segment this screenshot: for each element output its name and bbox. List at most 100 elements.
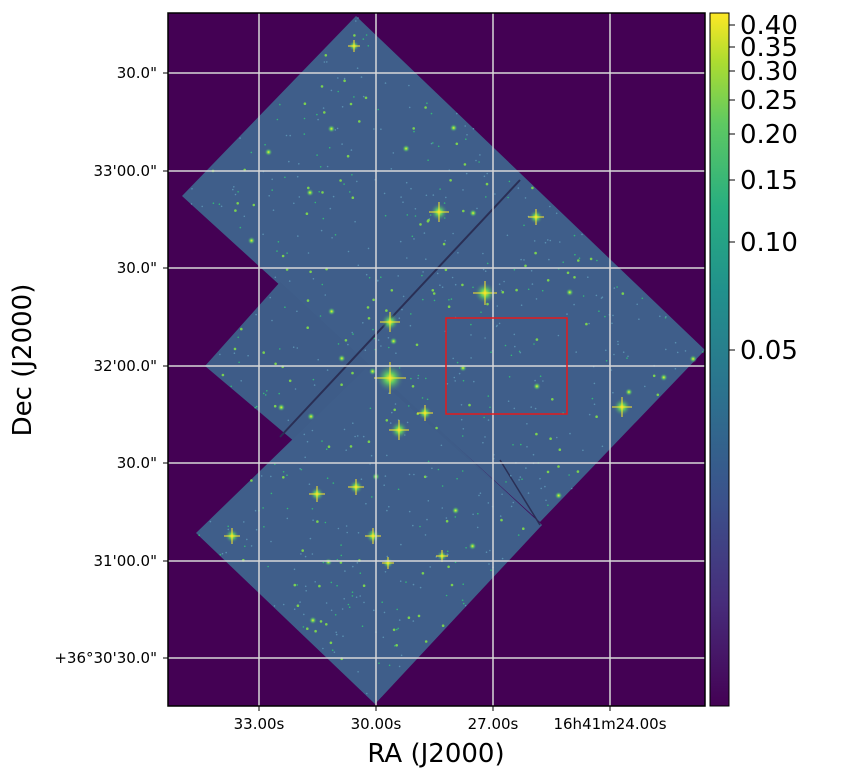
star	[356, 67, 359, 69]
star	[326, 165, 329, 168]
star	[281, 254, 285, 258]
star	[362, 38, 365, 40]
colorbar-gradient	[710, 13, 729, 706]
star	[472, 286, 474, 289]
star	[351, 595, 354, 597]
star	[457, 252, 459, 254]
star	[271, 178, 274, 181]
star	[328, 146, 331, 149]
star	[415, 343, 419, 347]
star	[303, 433, 306, 436]
star	[518, 350, 521, 353]
star	[519, 476, 522, 478]
star	[437, 468, 440, 471]
star	[271, 319, 273, 322]
star	[320, 85, 324, 88]
star	[477, 512, 479, 515]
star	[364, 96, 368, 100]
star	[566, 271, 570, 275]
star	[462, 583, 465, 585]
star	[442, 242, 446, 246]
star	[380, 345, 382, 347]
plot-frame	[167, 12, 706, 707]
star	[271, 189, 274, 191]
star	[463, 163, 467, 166]
star	[332, 195, 335, 198]
star	[344, 339, 348, 342]
star	[494, 193, 496, 195]
star	[237, 336, 239, 339]
star	[476, 207, 478, 210]
star	[485, 196, 487, 198]
star	[347, 250, 350, 253]
star	[354, 435, 356, 438]
star	[480, 311, 482, 314]
star	[390, 289, 394, 292]
star	[389, 337, 398, 346]
star	[513, 269, 516, 271]
star	[547, 504, 549, 507]
star	[433, 299, 436, 302]
star	[460, 418, 463, 421]
star	[273, 404, 277, 408]
star	[263, 526, 265, 528]
star	[454, 380, 457, 382]
star	[341, 608, 344, 610]
star	[676, 351, 679, 354]
star	[191, 188, 193, 190]
star	[482, 268, 485, 271]
star	[595, 294, 598, 297]
star	[439, 188, 441, 190]
star	[350, 149, 353, 151]
star	[329, 641, 333, 645]
star	[386, 555, 389, 558]
star	[285, 134, 288, 137]
star	[512, 444, 514, 446]
star	[426, 518, 428, 521]
star	[337, 354, 346, 363]
star	[417, 614, 421, 618]
star	[408, 106, 411, 109]
star	[431, 467, 433, 470]
star	[389, 422, 392, 424]
star	[330, 609, 333, 612]
star	[410, 313, 412, 315]
star	[527, 492, 530, 494]
star	[447, 565, 450, 569]
star	[353, 34, 356, 37]
star	[573, 234, 576, 237]
y-tick-label: 33'00.0"	[93, 162, 157, 180]
star	[622, 351, 625, 354]
star	[522, 527, 525, 530]
star	[558, 448, 562, 452]
star	[451, 276, 454, 279]
star	[452, 357, 455, 360]
star	[559, 241, 561, 243]
star	[334, 234, 337, 236]
star	[582, 449, 584, 452]
star	[361, 625, 364, 627]
star	[250, 545, 253, 547]
star	[427, 460, 430, 463]
star	[406, 257, 408, 259]
star	[475, 159, 477, 162]
star	[321, 191, 324, 194]
star	[452, 232, 454, 235]
star	[312, 519, 314, 521]
coordinate-grid	[168, 13, 705, 706]
star	[380, 128, 382, 130]
y-tick-label: 30.0"	[117, 64, 157, 82]
star	[309, 537, 312, 540]
star	[605, 360, 608, 362]
star	[445, 517, 448, 519]
star	[395, 644, 399, 647]
star	[540, 487, 542, 490]
star	[539, 375, 542, 378]
star	[233, 186, 235, 188]
star	[383, 611, 386, 614]
star	[613, 353, 615, 356]
star	[524, 197, 527, 199]
star	[351, 591, 354, 593]
star	[357, 17, 359, 19]
star	[297, 235, 299, 237]
